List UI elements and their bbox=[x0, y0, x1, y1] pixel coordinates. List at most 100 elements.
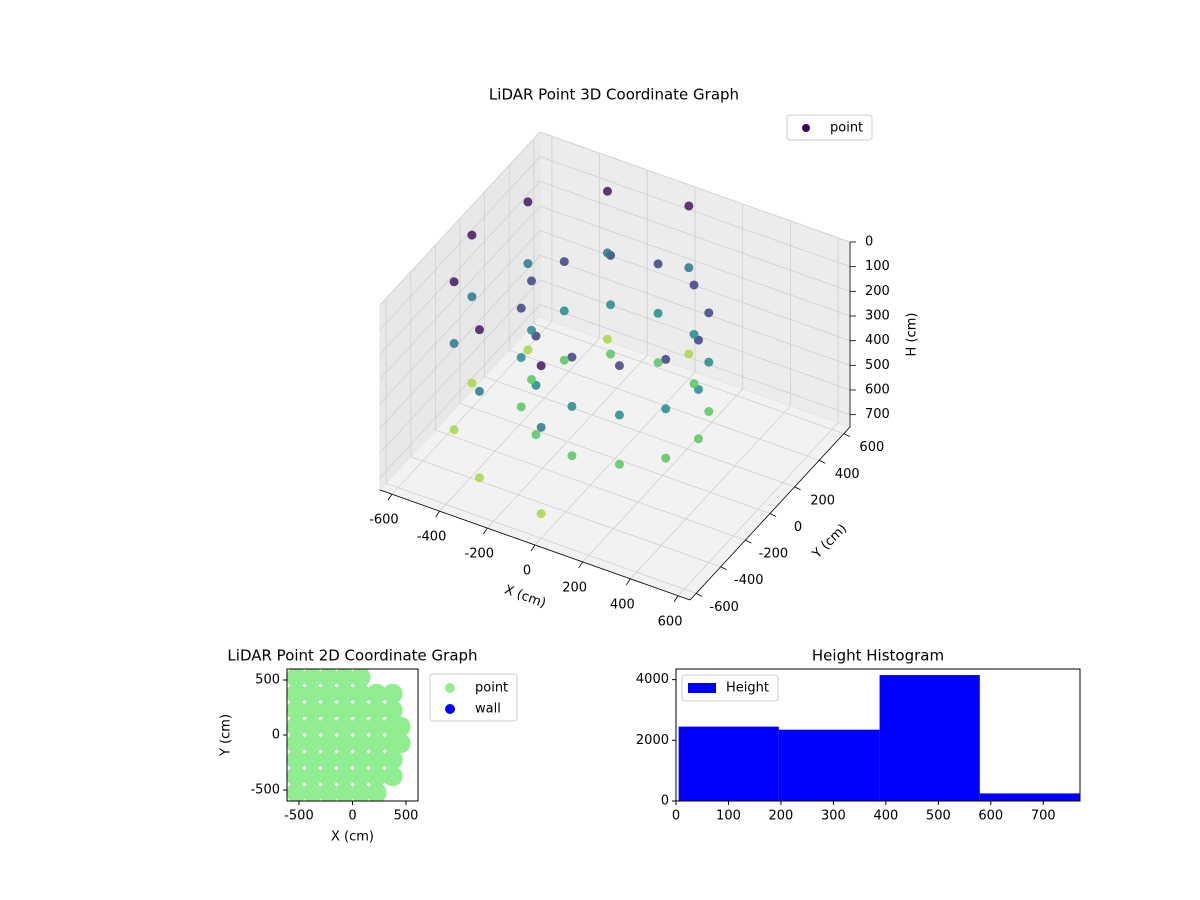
point bbox=[567, 352, 577, 362]
point bbox=[334, 700, 355, 721]
tick-mark bbox=[435, 510, 440, 518]
point bbox=[467, 230, 477, 240]
point bbox=[516, 352, 526, 362]
point bbox=[382, 766, 403, 787]
point bbox=[567, 451, 577, 461]
axes-frame bbox=[675, 668, 1081, 802]
point bbox=[382, 749, 403, 770]
x-tick-label: 400 bbox=[610, 597, 635, 612]
x-axis-line bbox=[379, 489, 691, 601]
point bbox=[318, 700, 339, 721]
point bbox=[287, 733, 307, 754]
chart-title: Height Histogram bbox=[812, 647, 944, 665]
grid-line bbox=[379, 205, 541, 380]
point bbox=[382, 700, 403, 721]
point bbox=[287, 782, 307, 801]
y-tick-label: 0 bbox=[794, 520, 802, 535]
point bbox=[653, 259, 663, 269]
point bbox=[527, 375, 537, 385]
legend-label: wall bbox=[475, 702, 501, 717]
point bbox=[704, 308, 714, 318]
point bbox=[614, 459, 624, 469]
point bbox=[606, 349, 616, 359]
y-tick-label: -600 bbox=[709, 600, 739, 615]
point bbox=[318, 782, 339, 801]
grid-line bbox=[379, 279, 541, 454]
z-tick-label: 200 bbox=[865, 284, 890, 299]
bar bbox=[678, 726, 779, 801]
point bbox=[516, 303, 526, 313]
z-axis-label: H (cm) bbox=[905, 313, 920, 357]
point bbox=[602, 186, 612, 196]
grid-line bbox=[386, 482, 697, 594]
y-axis-line bbox=[689, 426, 851, 601]
x-tick-label: 600 bbox=[658, 614, 683, 629]
point bbox=[559, 355, 569, 365]
z-tick-label: 0 bbox=[865, 235, 873, 250]
tick-mark bbox=[843, 433, 851, 438]
tick-mark bbox=[695, 592, 703, 597]
grid-line bbox=[539, 304, 851, 416]
y-tick-label: 2000 bbox=[636, 733, 669, 748]
point bbox=[366, 749, 387, 770]
point bbox=[449, 425, 459, 435]
point bbox=[302, 766, 323, 787]
point bbox=[661, 453, 671, 463]
point bbox=[302, 700, 323, 721]
bar bbox=[778, 729, 880, 801]
point bbox=[661, 354, 671, 364]
point bbox=[302, 716, 323, 737]
x-tick-label: 500 bbox=[926, 809, 951, 824]
point bbox=[366, 716, 387, 737]
point bbox=[334, 766, 355, 787]
z-tick-label: 600 bbox=[865, 383, 890, 398]
x-tick-label: 0 bbox=[672, 809, 680, 824]
y-tick-label: 400 bbox=[835, 467, 860, 482]
point bbox=[287, 683, 307, 704]
point bbox=[334, 683, 355, 704]
x-tick-label: 100 bbox=[716, 809, 741, 824]
point bbox=[689, 329, 699, 339]
point bbox=[350, 782, 371, 801]
point bbox=[382, 683, 403, 704]
y-tick-label: 600 bbox=[859, 440, 884, 455]
y-tick-label: 0 bbox=[661, 794, 669, 809]
grid-line bbox=[435, 429, 746, 541]
tick-mark bbox=[769, 513, 777, 517]
grid-line bbox=[539, 180, 851, 292]
x-tick-label: 400 bbox=[873, 809, 898, 824]
x-tick-label: -500 bbox=[284, 809, 314, 824]
tick-mark bbox=[673, 595, 679, 602]
point bbox=[606, 300, 616, 310]
point bbox=[684, 263, 694, 273]
point bbox=[390, 716, 411, 737]
point bbox=[318, 733, 339, 754]
legend-marker bbox=[445, 704, 455, 714]
point bbox=[334, 749, 355, 770]
point bbox=[318, 766, 339, 787]
chart-title: LiDAR Point 2D Coordinate Graph bbox=[227, 647, 477, 665]
x-tick-label: 0 bbox=[523, 564, 531, 579]
legend-marker bbox=[445, 683, 455, 693]
tick-mark bbox=[819, 459, 826, 464]
point bbox=[559, 257, 569, 267]
grid-line bbox=[539, 131, 851, 243]
tick-mark bbox=[626, 578, 631, 586]
point bbox=[318, 749, 339, 770]
point bbox=[536, 361, 546, 371]
y-tick-label: 500 bbox=[255, 673, 280, 688]
point bbox=[390, 733, 411, 754]
y-tick-label: -500 bbox=[250, 783, 280, 798]
point bbox=[614, 361, 624, 371]
point bbox=[602, 334, 612, 344]
point bbox=[350, 766, 371, 787]
point bbox=[567, 401, 577, 411]
point bbox=[527, 276, 537, 286]
tick-mark bbox=[530, 544, 536, 552]
point bbox=[318, 683, 339, 704]
point bbox=[693, 434, 703, 444]
x-tick-label: -400 bbox=[417, 530, 447, 545]
point bbox=[366, 683, 387, 704]
x-tick-label: 500 bbox=[394, 809, 419, 824]
